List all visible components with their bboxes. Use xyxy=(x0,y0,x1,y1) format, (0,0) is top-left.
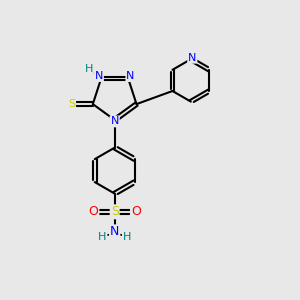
Text: N: N xyxy=(188,53,196,63)
Text: N: N xyxy=(110,116,119,126)
Text: N: N xyxy=(126,71,135,81)
Text: O: O xyxy=(131,205,141,218)
Text: O: O xyxy=(88,205,98,218)
Text: N: N xyxy=(110,225,119,239)
Text: S: S xyxy=(68,99,75,109)
Text: S: S xyxy=(111,205,119,218)
Text: H: H xyxy=(123,232,131,242)
Text: H: H xyxy=(85,64,93,74)
Text: N: N xyxy=(94,71,103,81)
Text: H: H xyxy=(98,232,106,242)
